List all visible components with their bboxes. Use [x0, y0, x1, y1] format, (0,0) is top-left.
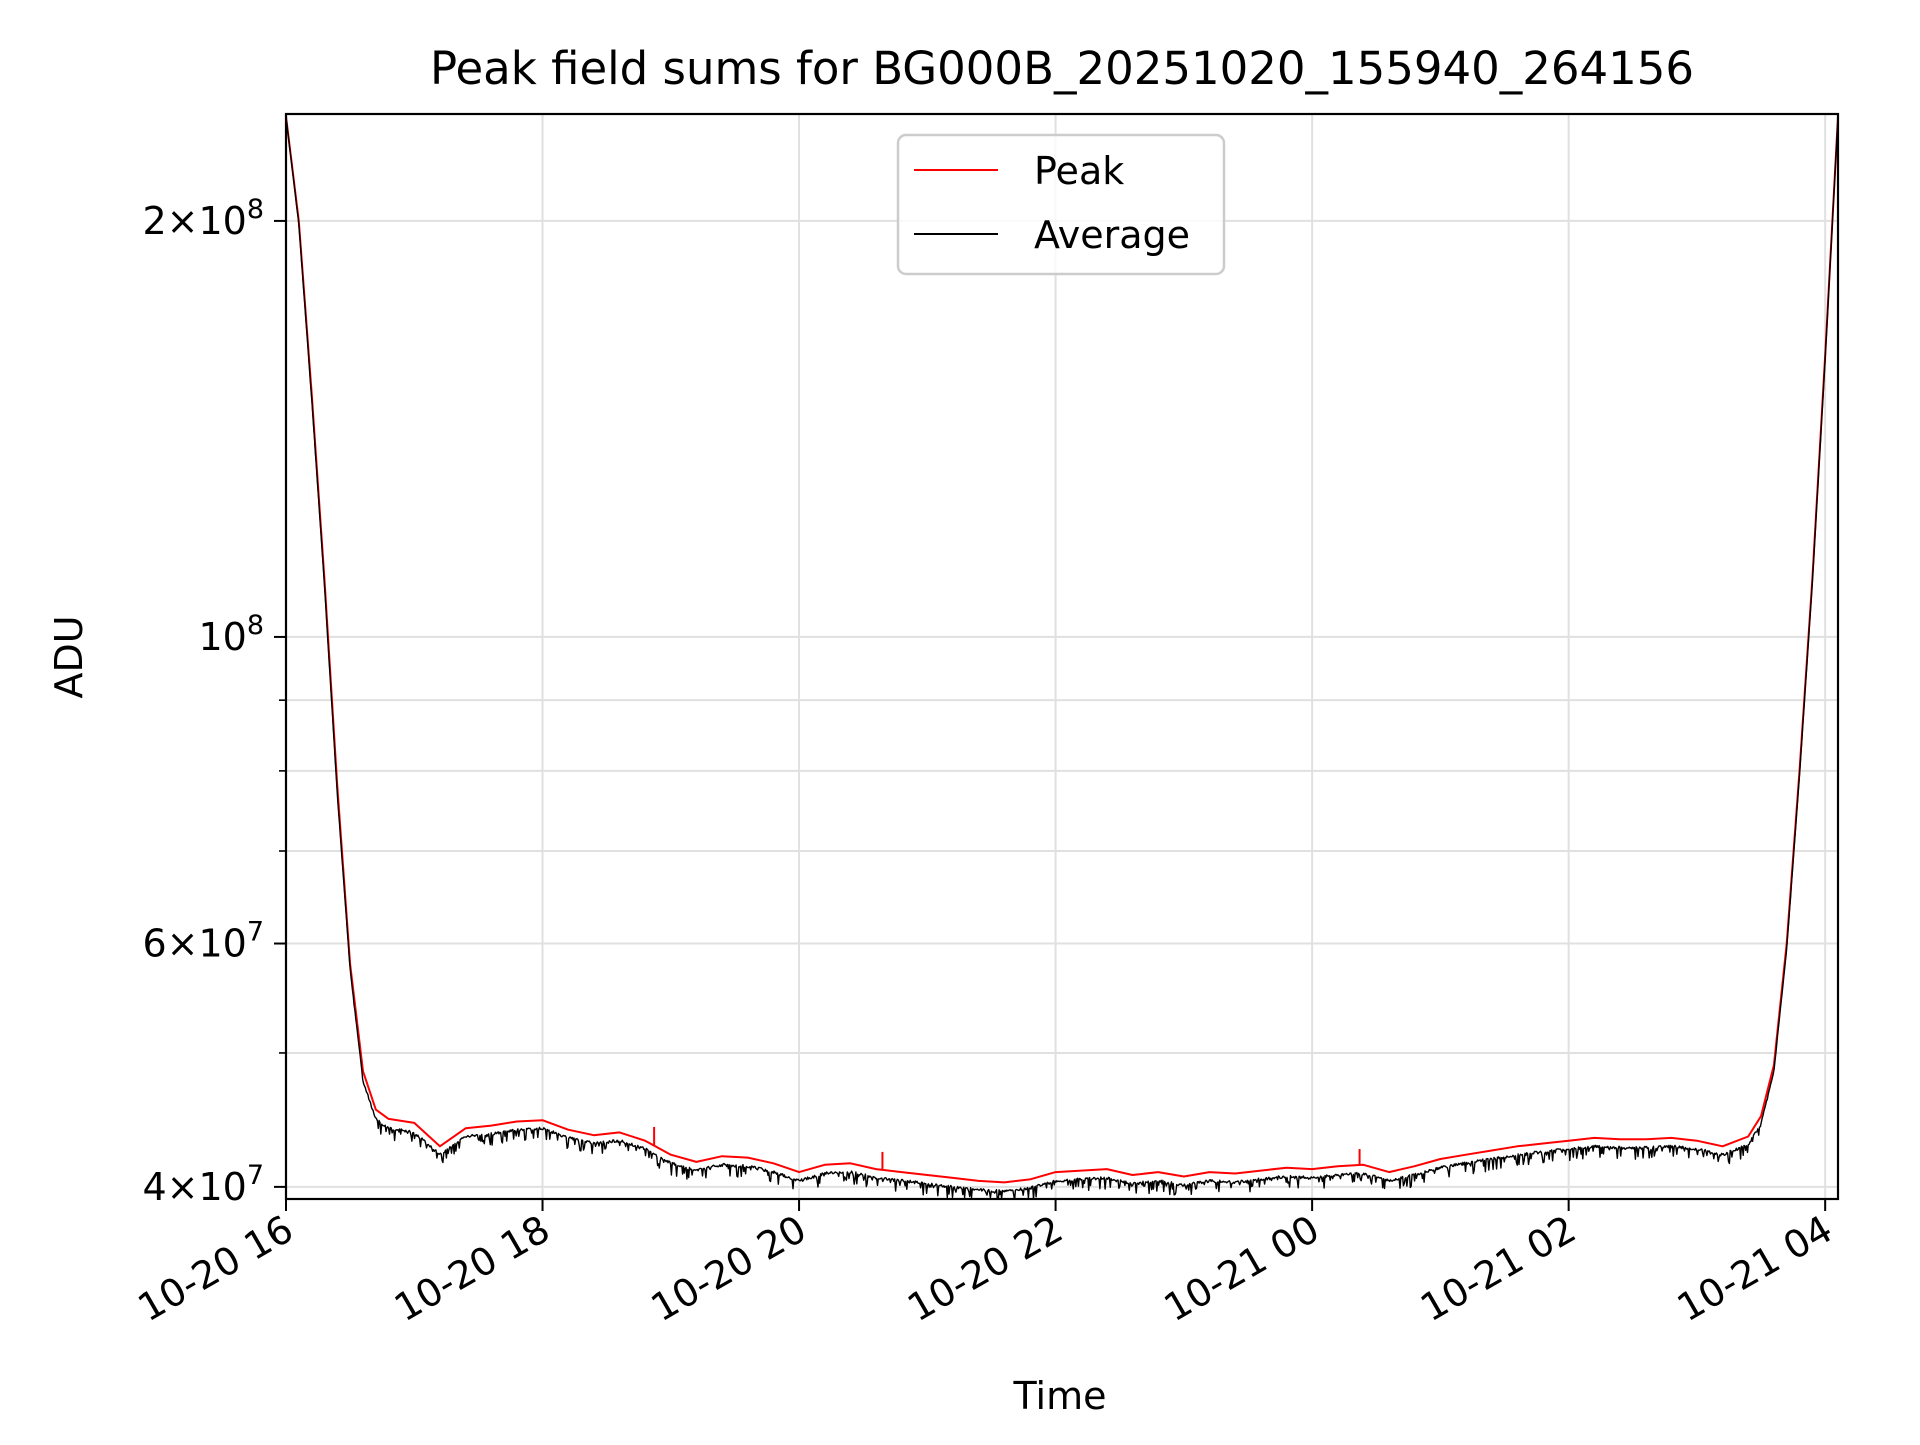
y-tick-label: 108: [198, 610, 264, 659]
legend: Peak Average: [896, 133, 1226, 276]
series-layer: [286, 116, 1838, 1199]
y-axis: 4×107 6×107 108 2×108: [142, 194, 286, 1209]
series-average-line: [286, 116, 1838, 1199]
chart-title: Peak field sums for BG000B_20251020_1559…: [430, 42, 1694, 95]
y-tick-label: 2×108: [142, 194, 264, 243]
y-tick-label: 4×107: [142, 1160, 264, 1209]
legend-peak-label: Peak: [1034, 149, 1124, 193]
x-axis-label: Time: [1013, 1374, 1107, 1418]
y-tick-label: 6×107: [142, 917, 264, 966]
legend-average-label: Average: [1034, 213, 1190, 257]
y-axis-label: ADU: [47, 615, 91, 698]
plot-frame: [284, 112, 1840, 1201]
series-peak-line: [286, 116, 1838, 1184]
